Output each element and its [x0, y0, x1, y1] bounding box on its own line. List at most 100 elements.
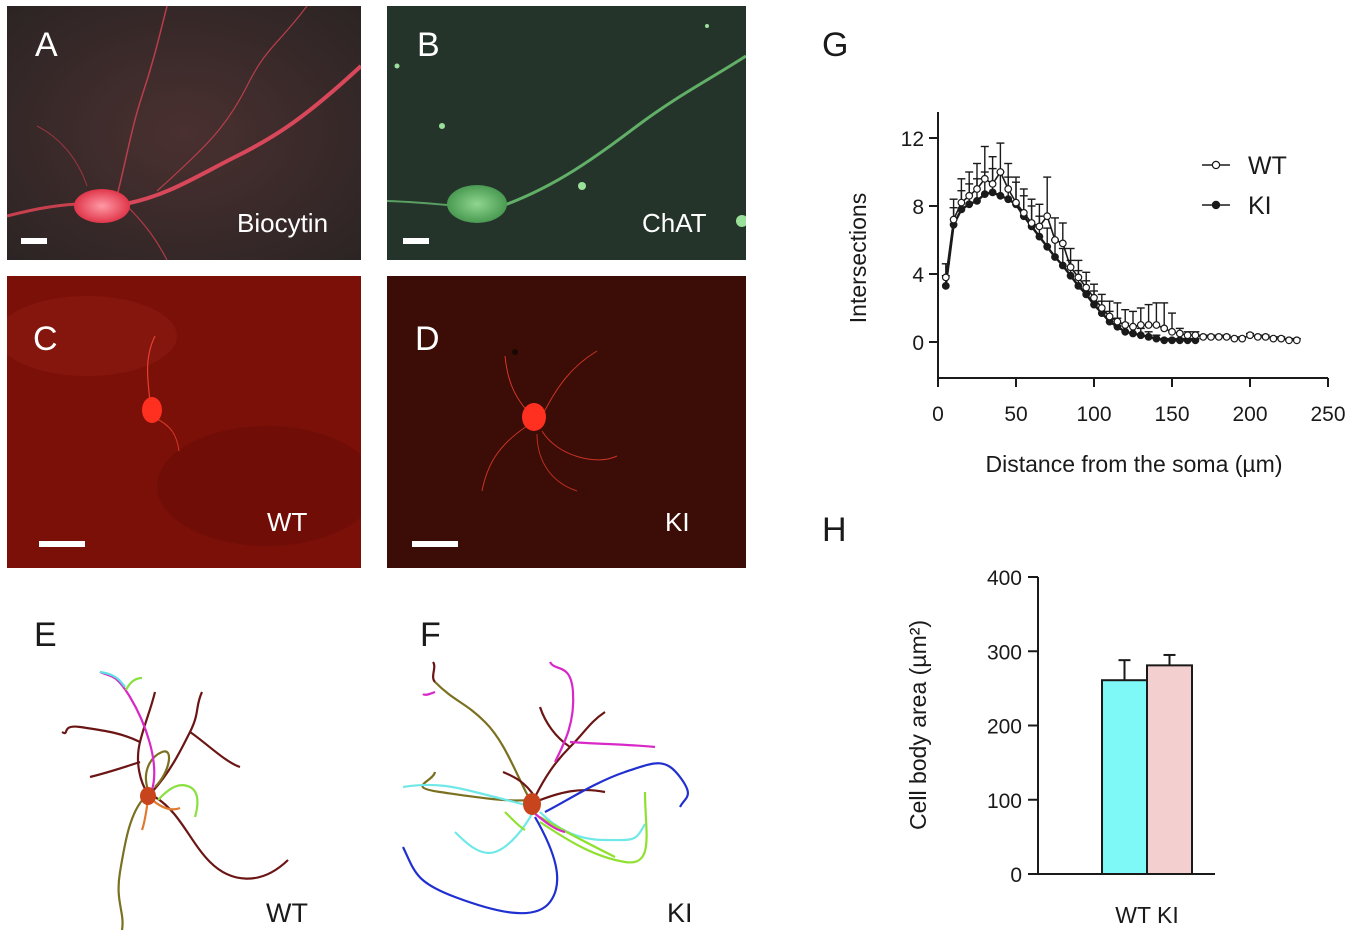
- chat-label: ChAT: [642, 208, 707, 238]
- data-point: [1074, 282, 1083, 290]
- x-tick-label: 100: [1076, 403, 1111, 426]
- x-tick-label: 50: [1004, 403, 1027, 426]
- biocytin-micrograph: [7, 6, 361, 260]
- data-point: [1183, 331, 1192, 340]
- data-point: [1269, 334, 1278, 343]
- panel-letter-e: E: [34, 616, 57, 654]
- wt-tracing-label: WT: [266, 898, 308, 928]
- data-point: [1175, 329, 1184, 338]
- data-point: [1222, 333, 1231, 341]
- data-point: [1144, 321, 1153, 329]
- panel-letter-d: D: [415, 320, 440, 358]
- y-tick-label: 100: [987, 790, 1022, 813]
- panel-c-wt-image: C WT: [7, 276, 361, 568]
- legend-marker-wt: [1211, 160, 1221, 170]
- data-point: [1058, 261, 1067, 270]
- panel-g-sholl-chart: G 0 4 8 12 0 50 100 150 200 250 Distance from the …: [770, 0, 1350, 500]
- data-point: [1113, 317, 1122, 326]
- wt-fluorescent-micrograph: [7, 276, 361, 568]
- data-point: [1168, 327, 1176, 336]
- series-line-wt: [945, 170, 1297, 342]
- data-point: [1035, 222, 1044, 231]
- data-point: [980, 174, 989, 183]
- data-point: [1051, 236, 1059, 244]
- data-point: [1238, 334, 1247, 343]
- data-point: [1051, 253, 1059, 261]
- scale-bar-d: [412, 541, 458, 547]
- x-tick-label: 150: [1154, 403, 1189, 426]
- y-tick-label: 4: [912, 264, 924, 287]
- chat-micrograph: [387, 6, 746, 260]
- legend-label-wt: WT: [1248, 152, 1287, 180]
- data-point: [988, 188, 997, 197]
- data-point: [957, 198, 966, 207]
- x-tick-label: 0: [932, 403, 944, 426]
- data-point: [1129, 329, 1137, 338]
- bar-wt: [1101, 679, 1148, 875]
- panel-letter-f: F: [420, 616, 441, 654]
- panel-h-cell-area-chart: H 0 100 200 300 400 WT KI Cell body area (µm²): [770, 505, 1350, 935]
- data-point: [1105, 312, 1114, 321]
- y-tick-label: 200: [987, 716, 1022, 739]
- data-point: [1136, 331, 1145, 340]
- ki-image-label: KI: [665, 507, 690, 537]
- scale-bar-a: [21, 238, 47, 244]
- data-point: [1129, 322, 1137, 331]
- legend-marker-ki: [1211, 200, 1221, 210]
- data-point: [1214, 333, 1223, 341]
- panel-e-wt-tracing: E WT: [30, 612, 340, 932]
- data-point: [1074, 273, 1083, 282]
- x-axis-title: Distance from the soma (µm): [986, 451, 1283, 477]
- data-point: [1253, 333, 1262, 341]
- data-point: [1121, 327, 1130, 336]
- panel-b-chat-image: B ChAT: [387, 6, 746, 260]
- data-point: [1121, 321, 1130, 329]
- data-point: [1136, 321, 1145, 329]
- data-point: [1292, 336, 1301, 345]
- sholl-chart-svg: 0 4 8 12 0 50 100 150 200 250 Distance from the so…: [845, 112, 1346, 477]
- y-tick-label: 12: [901, 128, 924, 151]
- bar-ki: [1146, 664, 1193, 875]
- data-point: [1246, 331, 1254, 340]
- panel-letter-g: G: [822, 26, 849, 64]
- x-tick-label: 200: [1232, 403, 1267, 426]
- biocytin-label: Biocytin: [237, 208, 329, 238]
- data-point: [1090, 300, 1098, 309]
- data-point: [1152, 321, 1161, 329]
- data-point: [1199, 333, 1208, 341]
- data-point: [1090, 293, 1098, 302]
- data-point: [1012, 198, 1020, 207]
- wt-dendrite-tracing: [61, 670, 289, 931]
- data-point: [1035, 232, 1044, 241]
- data-point: [941, 282, 950, 290]
- cell-area-chart-svg: 0 100 200 300 400 WT KI Cell body area (µm²): [905, 567, 1215, 928]
- panel-a-biocytin-image: A Biocytin: [7, 6, 361, 260]
- y-tick-label: 0: [1010, 864, 1022, 887]
- y-tick-label: 8: [912, 196, 924, 219]
- series-wt: [941, 142, 1301, 345]
- data-point: [1160, 336, 1169, 345]
- data-point: [1277, 334, 1286, 343]
- data-point: [1019, 208, 1028, 217]
- data-point: [1066, 271, 1075, 280]
- data-point: [996, 168, 1005, 176]
- data-point: [1168, 336, 1176, 345]
- y-axis-title: Intersections: [845, 193, 871, 323]
- data-point: [1082, 290, 1091, 299]
- data-point: [1144, 333, 1153, 341]
- data-point: [973, 196, 981, 205]
- panel-d-ki-image: D KI: [387, 276, 746, 568]
- data-point: [965, 191, 974, 200]
- scale-bar-b: [403, 238, 429, 244]
- data-point: [1152, 334, 1161, 343]
- data-point: [1097, 304, 1106, 312]
- legend-label-ki: KI: [1248, 192, 1272, 220]
- x-tick-label: 250: [1310, 403, 1345, 426]
- data-point: [1175, 336, 1184, 345]
- panel-f-ki-tracing: F KI: [395, 612, 725, 932]
- data-point: [1285, 336, 1293, 345]
- category-labels: WT KI: [1115, 902, 1178, 928]
- y-tick-label: 400: [987, 567, 1022, 590]
- data-point: [1004, 185, 1013, 193]
- ki-fluorescent-micrograph: [387, 276, 746, 568]
